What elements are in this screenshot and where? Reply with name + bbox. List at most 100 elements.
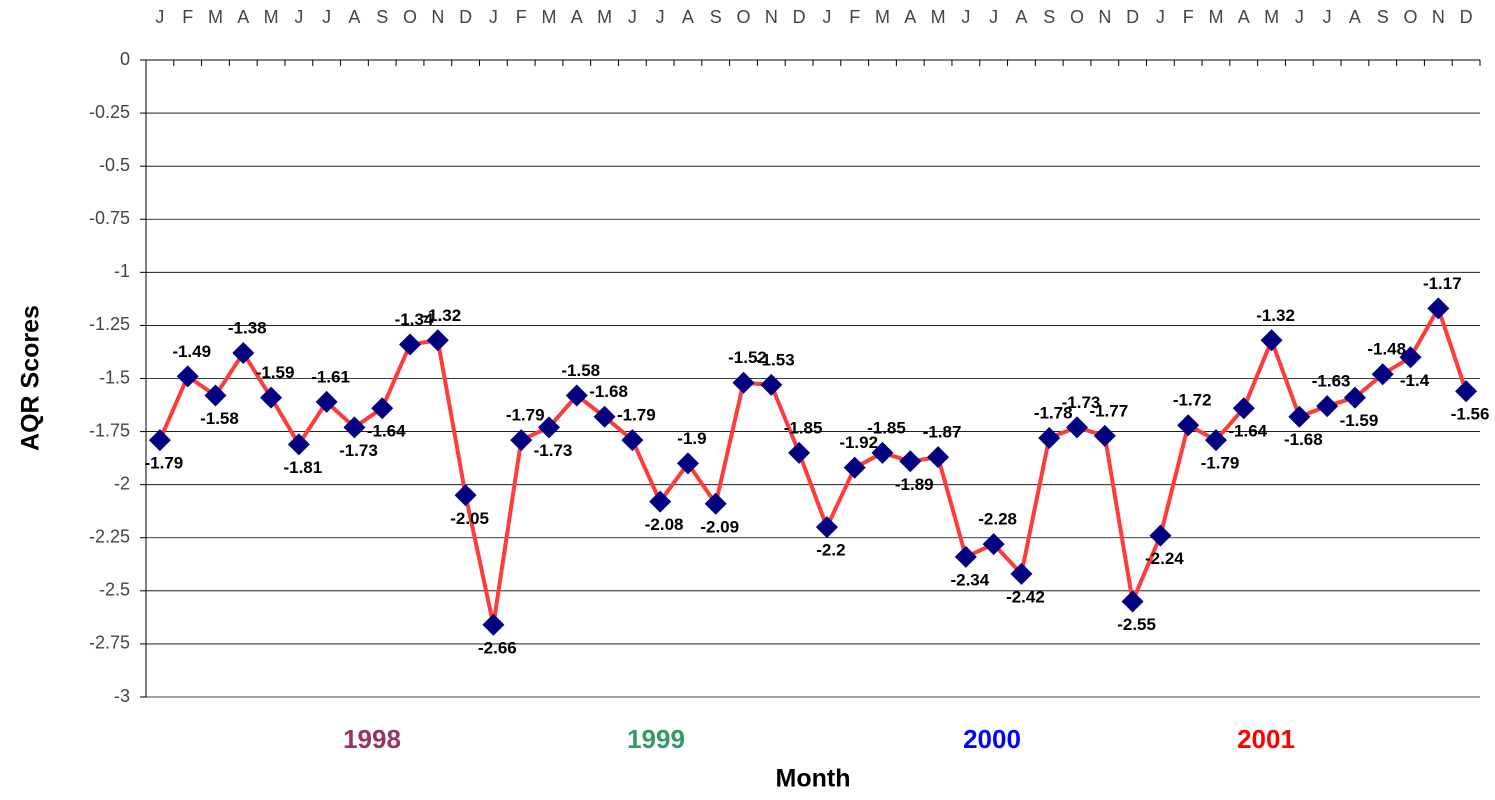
data-label: -1.79 xyxy=(1201,454,1240,473)
data-point xyxy=(760,373,783,396)
x-tick-label: J xyxy=(656,7,665,27)
data-label: -1.79 xyxy=(506,406,545,425)
x-tick-label: D xyxy=(1126,7,1139,27)
data-label: -1.79 xyxy=(145,454,184,473)
data-point xyxy=(510,429,533,452)
x-tick-label: J xyxy=(155,7,164,27)
data-point xyxy=(1316,395,1339,418)
x-tick-label: J xyxy=(961,7,970,27)
data-point xyxy=(788,441,811,464)
x-tick-label: J xyxy=(628,7,637,27)
x-tick-label: N xyxy=(1432,7,1445,27)
year-label: 2000 xyxy=(963,724,1021,754)
x-tick-label: J xyxy=(322,7,331,27)
data-label: -1.32 xyxy=(422,306,461,325)
data-point xyxy=(982,533,1005,556)
data-point xyxy=(871,441,894,464)
x-tick-label: M xyxy=(264,7,279,27)
x-tick-label: M xyxy=(1264,7,1279,27)
data-point xyxy=(954,545,977,568)
x-tick-label: O xyxy=(1070,7,1084,27)
data-label: -2.34 xyxy=(950,570,989,589)
data-label: -2.05 xyxy=(450,509,489,528)
series-line xyxy=(158,306,1468,627)
data-label: -2.66 xyxy=(478,638,517,657)
data-point xyxy=(899,450,922,473)
data-point xyxy=(426,329,449,352)
x-tick-label: M xyxy=(931,7,946,27)
y-tick-label: -2.5 xyxy=(99,580,130,600)
data-point xyxy=(593,405,616,428)
data-label: -1.64 xyxy=(1228,422,1267,441)
y-tick-label: -0.75 xyxy=(89,208,130,228)
data-label: -2.42 xyxy=(1006,587,1045,606)
x-tick-label: J xyxy=(1323,7,1332,27)
data-point xyxy=(1010,562,1033,585)
data-point xyxy=(371,397,394,420)
data-label: -1.58 xyxy=(561,361,600,380)
x-tick-label: D xyxy=(1460,7,1473,27)
x-tick-label: F xyxy=(182,7,193,27)
data-point xyxy=(1371,363,1394,386)
data-label: -1.59 xyxy=(256,363,295,382)
data-point xyxy=(537,416,560,439)
data-label: -2.2 xyxy=(816,541,845,560)
data-point xyxy=(204,384,227,407)
data-point xyxy=(482,613,505,636)
data-point xyxy=(621,429,644,452)
x-tick-label: N xyxy=(431,7,444,27)
data-point xyxy=(1399,346,1422,369)
x-tick-label: O xyxy=(1404,7,1418,27)
data-point xyxy=(732,371,755,394)
x-tick-label: M xyxy=(597,7,612,27)
y-tick-label: -2.25 xyxy=(89,527,130,547)
x-tick-label: O xyxy=(737,7,751,27)
data-point xyxy=(1177,414,1200,437)
x-tick-label: S xyxy=(376,7,388,27)
data-point xyxy=(815,516,838,539)
data-label: -1.53 xyxy=(756,350,795,369)
x-tick-label: F xyxy=(849,7,860,27)
data-point xyxy=(565,384,588,407)
x-tick-label: A xyxy=(1238,7,1250,27)
x-tick-label: A xyxy=(904,7,916,27)
x-tick-label: A xyxy=(1015,7,1027,27)
year-label: 1999 xyxy=(627,724,685,754)
x-tick-label: F xyxy=(1183,7,1194,27)
data-label: -1.72 xyxy=(1173,391,1212,410)
y-tick-label: 0 xyxy=(120,49,130,69)
x-tick-label: S xyxy=(1377,7,1389,27)
data-point xyxy=(1427,297,1450,320)
data-label: -1.48 xyxy=(1367,340,1406,359)
data-point xyxy=(843,456,866,479)
x-tick-label: J xyxy=(294,7,303,27)
y-tick-label: -3 xyxy=(114,686,130,706)
data-label: -1.73 xyxy=(534,441,573,460)
data-label: -1.73 xyxy=(339,441,378,460)
data-point xyxy=(1232,397,1255,420)
data-label: -1.89 xyxy=(895,475,934,494)
data-label: -1.32 xyxy=(1256,306,1295,325)
data-label: -1.64 xyxy=(367,422,406,441)
x-tick-label: M xyxy=(875,7,890,27)
y-tick-label: -0.5 xyxy=(99,155,130,175)
data-point xyxy=(1121,590,1144,613)
data-point xyxy=(1093,424,1116,447)
x-tick-label: A xyxy=(1349,7,1361,27)
data-point xyxy=(148,429,171,452)
data-point xyxy=(1343,386,1366,409)
x-tick-label: J xyxy=(489,7,498,27)
y-tick-label: -1 xyxy=(114,261,130,281)
x-tick-label: A xyxy=(571,7,583,27)
data-label: -1.61 xyxy=(311,367,350,386)
data-label: -2.08 xyxy=(645,515,684,534)
x-tick-label: J xyxy=(1156,7,1165,27)
data-point xyxy=(176,365,199,388)
data-point xyxy=(232,342,255,365)
x-tick-label: F xyxy=(516,7,527,27)
data-label: -1.9 xyxy=(677,429,706,448)
data-point xyxy=(399,333,422,356)
data-label: -1.92 xyxy=(839,433,878,452)
x-axis-title: Month xyxy=(776,765,851,793)
